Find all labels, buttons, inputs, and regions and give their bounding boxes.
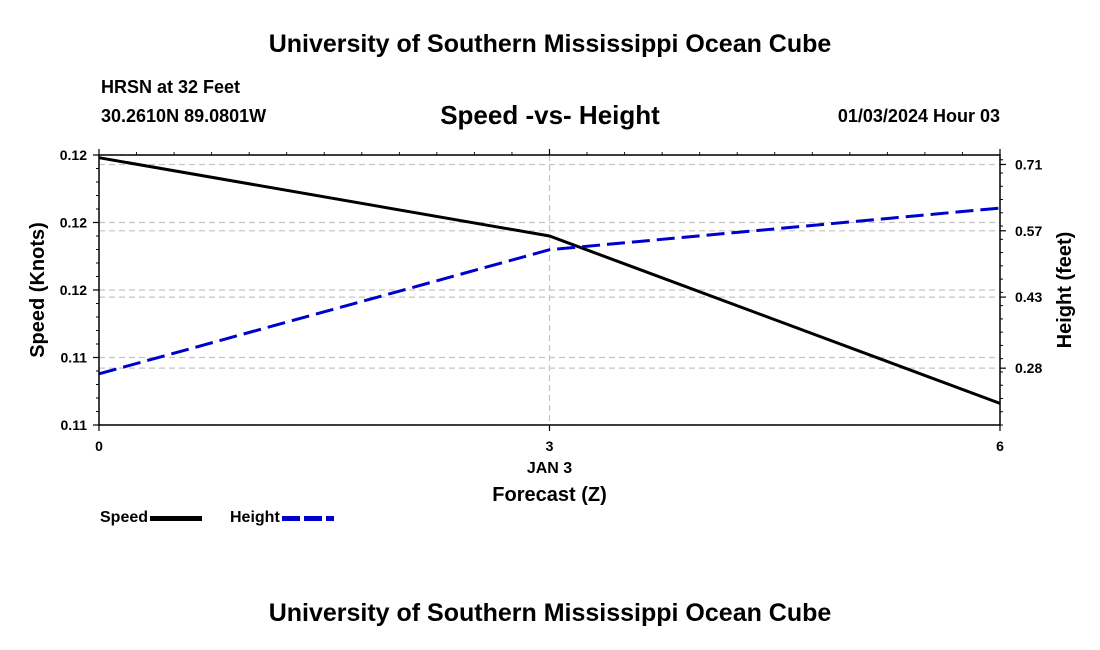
- x-axis-label: Forecast (Z): [492, 484, 606, 506]
- y2-tick-label: 0.57: [1015, 223, 1042, 239]
- legend-height-label: Height: [230, 509, 280, 526]
- height-series-line: [98, 206, 1001, 376]
- y2-tick-label: 0.43: [1015, 289, 1042, 305]
- y-tick-label: 0.12: [60, 147, 87, 163]
- y-tick-label: 0.12: [60, 215, 87, 231]
- series-layer: [98, 156, 1001, 405]
- station-label: HRSN at 32 Feet: [101, 77, 241, 97]
- footer-title: University of Southern Mississippi Ocean…: [268, 599, 832, 627]
- x-tick-label: 6: [996, 438, 1004, 454]
- speed-series-line: [98, 156, 1001, 405]
- legend-speed: Speed: [100, 509, 203, 527]
- legend-height: Height: [230, 509, 334, 527]
- legend-speed-label: Speed: [100, 509, 149, 526]
- x-axis-date-label: JAN 3: [527, 460, 572, 477]
- grid-layer: [99, 154, 1000, 426]
- y-axis-label: Speed (Knots): [27, 222, 49, 358]
- legend-height-swatch: [281, 515, 334, 521]
- station-coordinates: 30.2610N 89.0801W: [101, 106, 267, 126]
- y2-axis-label: Height (feet): [1054, 232, 1076, 349]
- y-tick-label: 0.11: [61, 417, 88, 433]
- y2-tick-label: 0.28: [1015, 360, 1042, 376]
- chart-title: Speed -vs- Height: [440, 100, 660, 130]
- forecast-datetime: 01/03/2024 Hour 03: [837, 106, 1000, 126]
- y-tick-label: 0.12: [60, 282, 87, 298]
- x-tick-label: 3: [546, 438, 554, 454]
- y2-tick-label: 0.71: [1015, 156, 1042, 172]
- x-tick-label: 0: [95, 438, 103, 454]
- legend-speed-swatch: [150, 515, 203, 521]
- y-tick-label: 0.11: [61, 350, 88, 366]
- axis-layer: 0.12 0.12 0.12 0.11 0.11 0.71 0.57 0.43 0.28 0 3 6: [60, 147, 1043, 454]
- page-title: University of Southern Mississippi Ocean…: [268, 30, 832, 58]
